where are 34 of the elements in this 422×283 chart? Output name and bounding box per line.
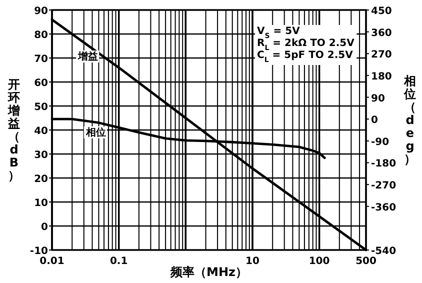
- y2-tick-label: 0: [371, 115, 378, 126]
- series-label: 相位: [84, 126, 106, 138]
- y2-tick-label: 90: [371, 93, 385, 104]
- y-tick-label: 20: [34, 174, 48, 185]
- y-axis-title: 开环增益（dB）: [8, 78, 20, 182]
- y-tick-label: 50: [34, 102, 48, 113]
- x-tick-label: 0.01: [40, 256, 64, 267]
- y2-tick-label: 360: [371, 28, 392, 39]
- y2-tick-label: -90: [371, 136, 390, 148]
- y2-tick-label: -180: [371, 158, 396, 170]
- y-tick-label: 40: [34, 126, 48, 137]
- y2-tick-label: -360: [371, 202, 396, 214]
- y-tick-label: 60: [34, 78, 48, 89]
- annotation: C$_{L}$ = 5pF TO 2.5V: [257, 50, 354, 64]
- series-label: 增益: [77, 50, 98, 63]
- x-tick-label: 500: [356, 256, 376, 267]
- y2-tick-label: -540: [371, 246, 396, 257]
- y-tick-label: 10: [34, 198, 48, 209]
- x-tick-label: 0.1: [110, 256, 128, 267]
- y-tick-label: -10: [30, 246, 48, 257]
- y2-tick-label: 180: [371, 71, 392, 82]
- x-axis-title: 频率（MHz）: [170, 265, 248, 279]
- x-tick-label: 100: [308, 256, 330, 267]
- y2-tick-label: 450: [371, 6, 392, 17]
- annotation: R$_{L}$ = 2kΩ TO 2.5V: [257, 38, 355, 52]
- y2-axis-title: 相位（deg）: [404, 74, 416, 166]
- y-tick-label: 30: [34, 150, 48, 161]
- y-tick-label: 90: [34, 6, 48, 17]
- y-tick-label: 70: [34, 54, 48, 65]
- y-tick-label: 0: [41, 222, 48, 233]
- x-tick-label: 10: [246, 256, 260, 267]
- y-tick-label: 80: [34, 30, 48, 41]
- y2-tick-label: 270: [371, 50, 392, 61]
- y2-tick-label: -270: [371, 180, 396, 192]
